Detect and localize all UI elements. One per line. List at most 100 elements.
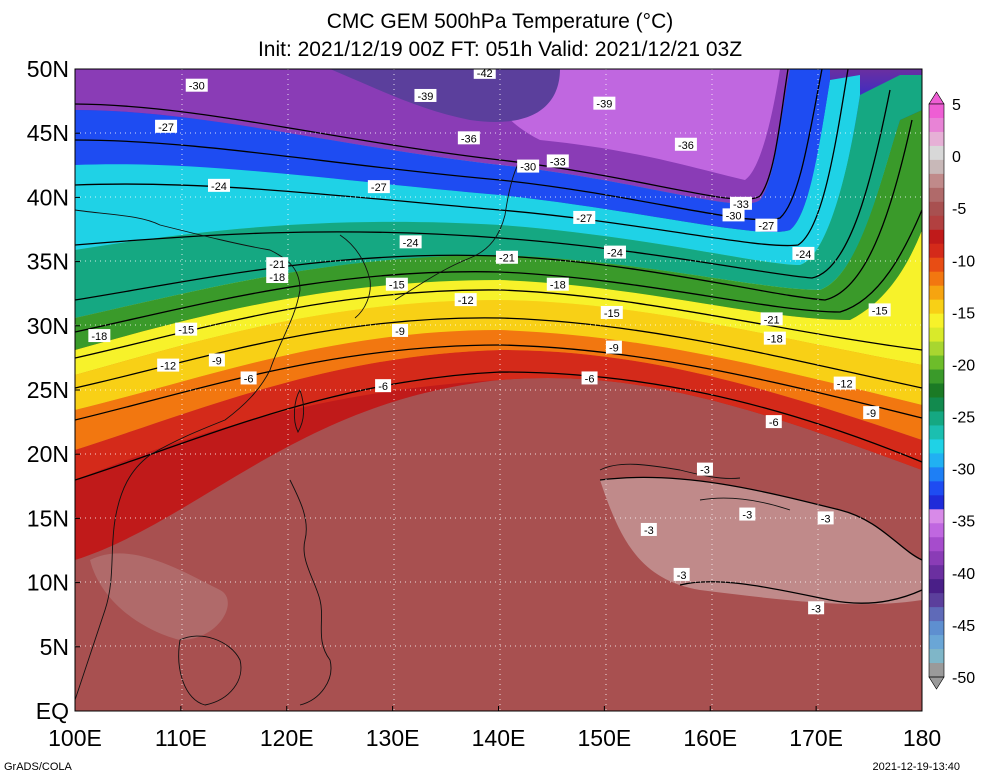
lat-tick-label: 20N [27,441,69,467]
contour-label-text: -30 [726,210,742,222]
contour-label-text: -21 [499,253,515,265]
colorbar-swatch [929,537,944,552]
colorbar-swatch [929,131,944,147]
contour-label-text: -6 [585,373,595,385]
lon-tick-label: 180 [903,725,941,751]
contour-label-text: -6 [244,373,254,385]
colorbar-swatch [929,159,944,175]
colorbar-tick-label: 0 [952,149,961,166]
contour-label-text: -15 [604,308,620,320]
contour-label-text: -9 [609,343,619,355]
colorbar [928,91,945,690]
contour-label: -39 [593,96,616,111]
band-yellow-orange [75,300,922,410]
contour-label-text: -9 [866,408,876,420]
band-tropical-pink-2 [90,553,228,640]
colorbar-bottom-arrow [928,676,945,690]
contour-label-text: -21 [764,314,780,326]
colorbar-swatch [929,201,944,217]
contour-label: -24 [792,246,815,261]
contour-label: -3 [640,522,657,537]
band-cyan [75,75,860,265]
contour-label-text: -12 [458,295,474,307]
lon-tick-label: 120E [260,725,314,751]
contour-label: -15 [175,322,198,337]
contour-label-text: -15 [872,305,888,317]
colorbar-swatch [929,607,944,622]
colorbar-swatch [929,313,944,329]
coastline-korea [339,234,371,319]
band-deep-purple [330,69,560,122]
colorbar-swatch [929,621,944,636]
contour-label: -3 [739,507,756,522]
colorbar-tick-label: -20 [952,357,975,374]
contour-label-text: -18 [269,272,285,284]
lon-tick-label: 150E [578,725,632,751]
lat-tick-label: EQ [36,698,69,724]
contour-line [75,69,849,247]
contour-label: -9 [863,406,880,420]
colorbar-swatch [929,145,944,161]
contour-line [75,371,922,481]
contour-label: -3 [673,567,690,582]
map-title: CMC GEM 500hPa Temperature (°C) [326,10,674,33]
band-violet [498,69,780,180]
contour-label: -18 [546,277,569,292]
colorbar-swatch [929,509,944,524]
contour-label: -24 [207,178,230,193]
lon-tick-label: 110E [155,725,207,751]
colorbar-swatch [929,383,944,398]
contour-label: -21 [760,312,783,326]
contour-label: -9 [208,353,225,367]
contour-label-text: -3 [677,570,687,582]
colorbar-swatch [929,593,944,608]
contour-label-text: -6 [378,381,388,393]
contour-label-text: -15 [389,280,405,292]
coastline-japan [394,159,521,301]
map-subtitle: Init: 2021/12/19 00Z FT: 051h Valid: 202… [257,38,743,61]
contour-line [679,581,922,604]
contour-label-text: -30 [520,162,536,174]
lon-tick-label: 100E [48,725,102,751]
contour-label-text: -6 [769,417,779,429]
band-red-ne [75,350,922,480]
contour-label-text: -18 [767,334,783,346]
contour-label: -24 [399,235,422,249]
colorbar-tick-label: -45 [952,618,975,635]
lon-tick-label: 160E [683,725,737,751]
colorbar-swatch [929,481,944,496]
contour-label: -36 [457,131,480,145]
contour-line [75,119,913,301]
contour-line [75,69,823,221]
contour-label: -21 [266,257,289,271]
contour-label-text: -18 [550,280,566,292]
contour-label: -6 [581,371,598,385]
colorbar-frame [928,103,945,678]
contour-label-text: -3 [811,603,821,615]
colorbar-swatch [929,229,944,245]
contour-label: -33 [546,154,569,168]
contour-label-text: -12 [160,361,176,373]
contour-label-text: -24 [403,237,419,249]
lat-tick-label: 50N [27,56,69,82]
lat-tick-label: 45N [27,120,69,146]
contour-label-text: -36 [678,140,694,152]
colorbar-swatch [929,579,944,594]
coastline-asia [75,209,301,701]
contour-label: -33 [729,196,752,211]
contour-label: -18 [88,329,111,343]
contour-label-text: -27 [158,122,174,134]
contour-label: -12 [833,376,856,391]
map-field: -42-30-39-39-27-36-36-33-30-27-24-33-30-… [75,69,922,711]
band-brown [75,377,922,711]
longitude-labels: 100E 110E 120E 130E 140E 150E 160E 170E 180 [48,725,941,751]
colorbar-top-arrow [928,91,945,105]
colorbar-swatch [929,243,944,259]
contour-label-text: -3 [821,513,831,525]
colorbar-swatch [929,285,944,301]
latitude-labels: EQ 5N 10N 15N 20N 25N 30N 35N 40N 45N 50N [27,56,69,724]
colorbar-tick-label: -50 [952,670,975,687]
colorbar-tick-label: -35 [952,514,975,531]
lat-tick-label: 15N [27,505,69,531]
contour-label-text: -30 [189,81,205,93]
